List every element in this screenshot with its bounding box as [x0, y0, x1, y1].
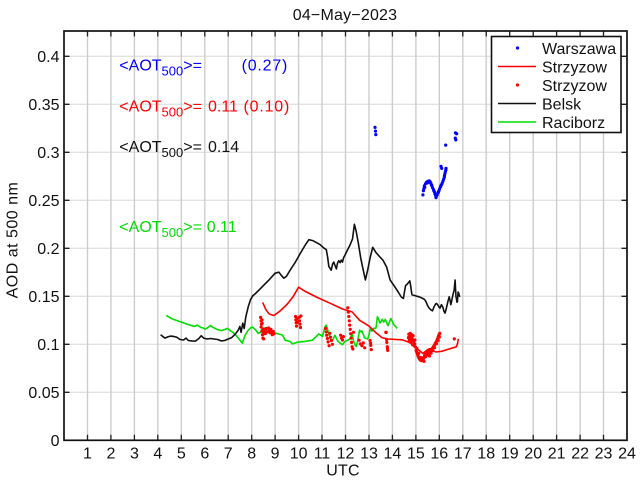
- svg-text:18: 18: [477, 445, 495, 462]
- svg-text:0.25: 0.25: [28, 193, 59, 210]
- svg-text:5: 5: [177, 445, 186, 462]
- svg-text:<AOT500>=0.11(0.10): <AOT500>= 0.11 (0.10): [119, 98, 290, 119]
- svg-text:2: 2: [106, 445, 115, 462]
- svg-text:<AOT500>=0.11: <AOT500>= 0.11: [119, 219, 236, 240]
- svg-text:Belsk: Belsk: [542, 96, 582, 113]
- svg-text:AOD at 500 nm: AOD at 500 nm: [5, 182, 22, 299]
- svg-text:6: 6: [200, 445, 209, 462]
- svg-text:UTC: UTC: [326, 462, 359, 479]
- svg-text:8: 8: [247, 445, 256, 462]
- svg-text:14: 14: [384, 445, 402, 462]
- svg-text:13: 13: [360, 445, 378, 462]
- svg-text:20: 20: [524, 445, 542, 462]
- svg-text:24: 24: [618, 445, 636, 462]
- svg-text:0.35: 0.35: [28, 97, 59, 114]
- svg-text:Warszawa: Warszawa: [542, 41, 616, 58]
- svg-text:23: 23: [595, 445, 613, 462]
- svg-text:3: 3: [130, 445, 139, 462]
- svg-text:11: 11: [314, 445, 331, 462]
- svg-text:4: 4: [153, 445, 162, 462]
- svg-text:0: 0: [51, 433, 60, 450]
- svg-text:<AOT500>=(0.27): <AOT500>= (0.27): [119, 57, 288, 78]
- svg-text:0.15: 0.15: [28, 289, 59, 306]
- svg-text:16: 16: [430, 445, 448, 462]
- svg-text:0.05: 0.05: [28, 385, 59, 402]
- svg-text:15: 15: [407, 445, 425, 462]
- svg-text:22: 22: [571, 445, 589, 462]
- svg-text:0.3: 0.3: [37, 145, 59, 162]
- svg-text:Strzyzow: Strzyzow: [542, 78, 607, 95]
- svg-text:7: 7: [224, 445, 233, 462]
- svg-text:21: 21: [548, 445, 566, 462]
- svg-text:9: 9: [271, 445, 280, 462]
- svg-text:04−May−2023: 04−May−2023: [293, 7, 398, 24]
- svg-text:17: 17: [454, 445, 472, 462]
- svg-text:1: 1: [83, 445, 92, 462]
- svg-text:Strzyzow: Strzyzow: [542, 59, 607, 76]
- svg-text:0.1: 0.1: [37, 337, 59, 354]
- svg-text:10: 10: [290, 445, 308, 462]
- svg-text:0.4: 0.4: [37, 49, 59, 66]
- svg-text:12: 12: [337, 445, 355, 462]
- svg-text:19: 19: [501, 445, 519, 462]
- svg-text:<AOT500>=0.14: <AOT500>= 0.14: [119, 139, 239, 160]
- svg-text:Raciborz: Raciborz: [542, 115, 605, 132]
- svg-text:0.2: 0.2: [37, 241, 59, 258]
